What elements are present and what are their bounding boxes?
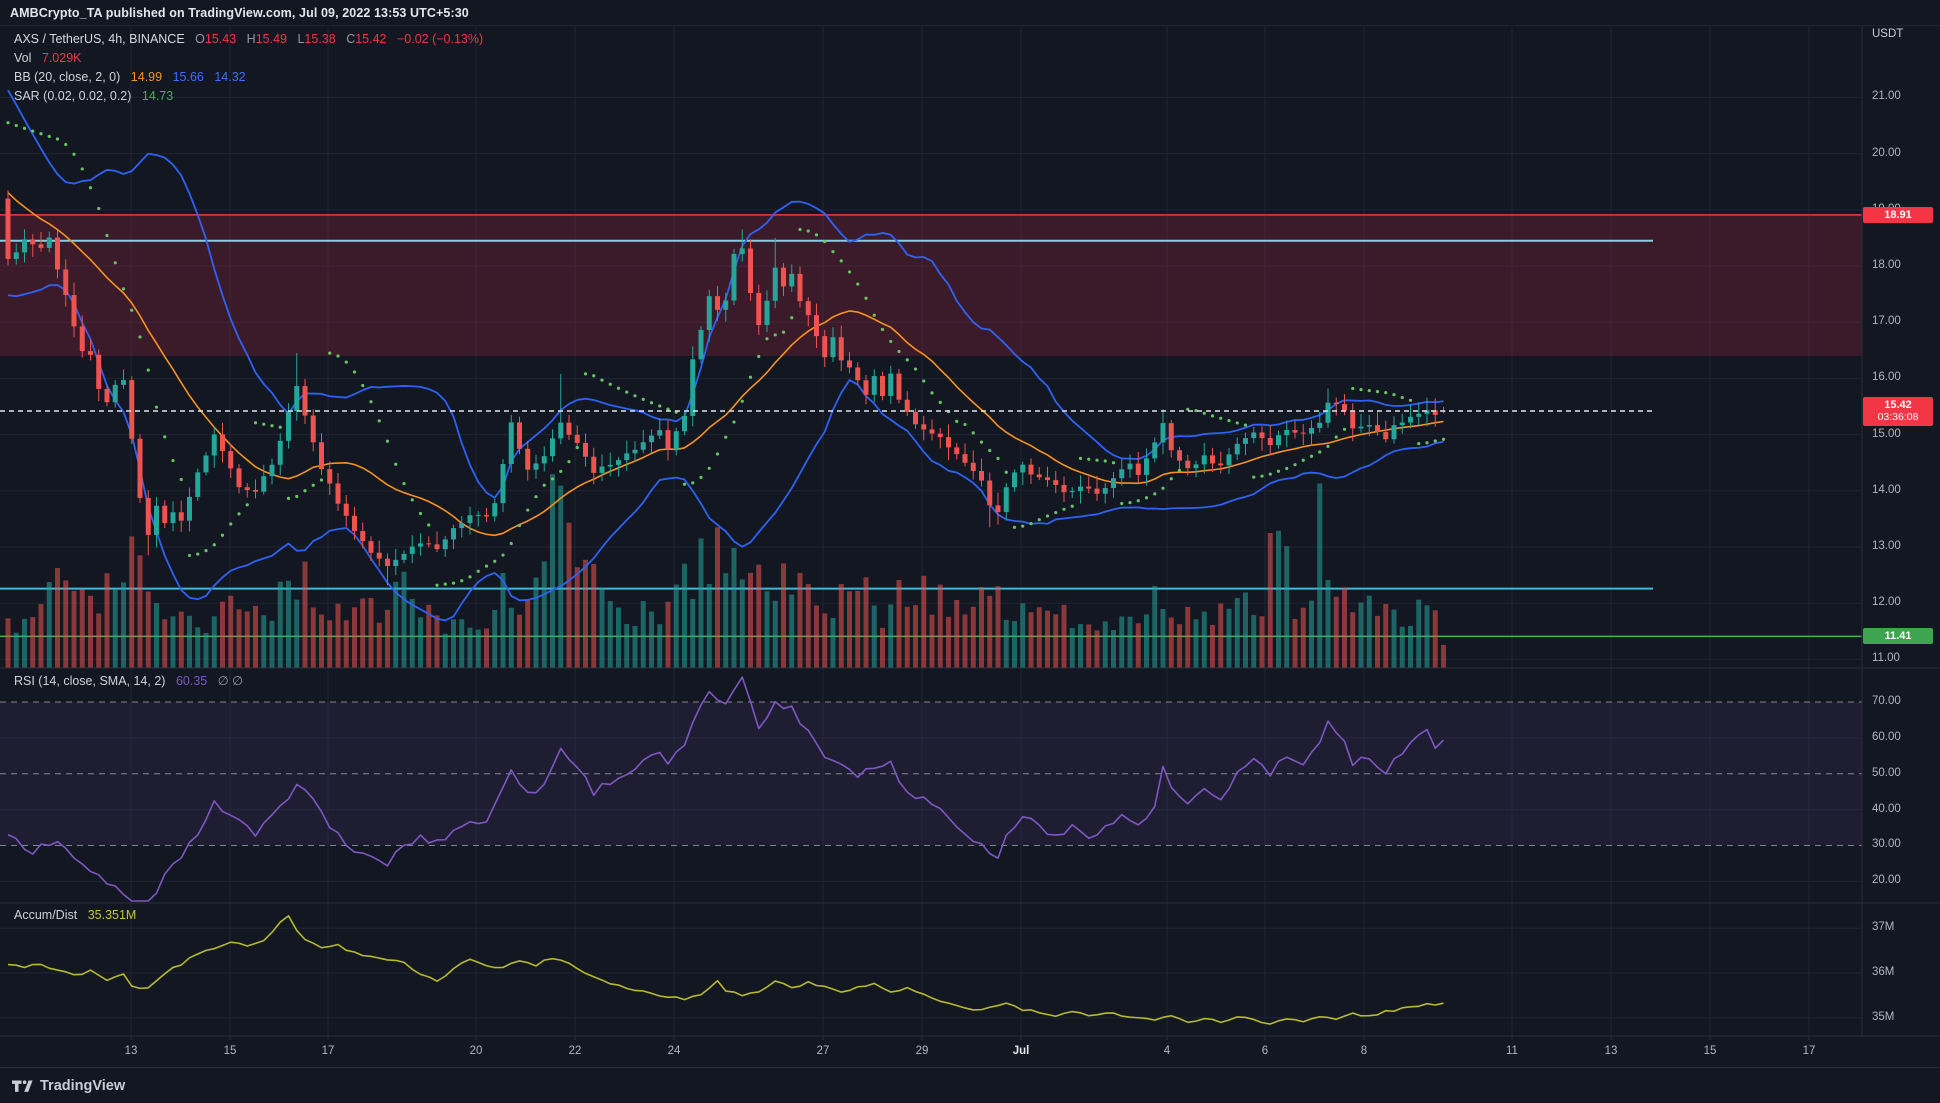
volume-legend-row[interactable]: Vol 7.029K [14,49,483,68]
rsi-axis-label: 50.00 [1872,766,1901,779]
bb-upper-value: 15.66 [172,70,204,84]
price-axis-label: 16.00 [1872,371,1901,384]
price-axis-label: 12.00 [1872,596,1901,609]
bb-lower-line [7,284,1444,622]
ad-axis-label: 35M [1872,1010,1895,1023]
high-label: H [246,32,256,46]
price-axis-label: 17.00 [1872,315,1901,328]
tradingview-brand-link[interactable]: TradingView [12,1078,125,1095]
accum-dist-label: Accum/Dist [14,908,78,922]
ad-axis-label: 37M [1872,921,1895,934]
time-axis-label: 6 [1261,1045,1269,1057]
price-axis-label: 14.00 [1872,483,1901,496]
legend-main: AXS / TetherUS, 4h, BINANCE O15.43 H15.4… [14,30,483,106]
time-axis-label: 13 [1604,1045,1618,1057]
legend-accum-dist[interactable]: Accum/Dist 35.351M [14,906,136,925]
bb-legend-row[interactable]: BB (20, close, 2, 0) 14.99 15.66 14.32 [14,68,483,87]
candlestick-series [5,190,1446,586]
time-axis-label: 13 [124,1045,138,1057]
time-axis-label: 11 [1506,1045,1518,1057]
time-axis-label: 27 [816,1045,830,1057]
price-axis-label: 18.00 [1872,259,1901,271]
tradingview-brand-text: TradingView [40,1078,126,1094]
gridlines [0,25,1862,1036]
accum-dist-line [7,915,1444,1025]
time-axis-label: Jul [1012,1045,1030,1057]
time-axis-label: 29 [915,1045,929,1057]
low-label: L [297,32,305,46]
candle-countdown: 03:36:08 [1877,410,1919,423]
attribution-bar: AMBCrypto_TA published on TradingView.co… [0,0,1940,26]
open-value: 15.43 [204,32,237,46]
open-label: O [195,32,205,46]
symbol-legend-row[interactable]: AXS / TetherUS, 4h, BINANCE O15.43 H15.4… [14,30,483,49]
bb-label: BB (20, close, 2, 0) [14,70,121,84]
close-value: 15.42 [355,32,387,46]
sar-dots [6,121,1446,587]
time-axis-label: 4 [1163,1045,1171,1057]
tradingview-logo-icon [12,1079,33,1092]
high-value: 15.49 [255,32,287,46]
close-label: C [346,32,356,46]
bottom-bar: TradingView [0,1067,1940,1103]
rsi-axis-label: 20.00 [1872,874,1901,887]
accum-dist-value: 35.351M [87,908,137,922]
time-axis-label: 24 [667,1045,681,1057]
rsi-axis-label: 70.00 [1872,695,1901,707]
time-axis-label: 20 [469,1045,483,1057]
pane-separators [0,25,1940,1040]
sar-label: SAR (0.02, 0.02, 0.2) [14,89,132,103]
ad-axis-label: 36M [1872,966,1895,978]
time-axis-label: 15 [223,1045,237,1057]
rsi-axis-label: 60.00 [1872,730,1901,743]
bb-lower-value: 14.32 [214,70,246,84]
legend-rsi[interactable]: RSI (14, close, SMA, 14, 2) 60.35 ∅ ∅ [14,672,243,691]
rsi-empty-values: ∅ ∅ [217,674,243,688]
time-axis-label: 17 [1802,1045,1816,1057]
price-axis-label: 13.00 [1872,540,1901,552]
last-price-badge: 15.42 03:36:08 [1863,396,1933,426]
change-value: −0.02 (−0.13%) [396,32,484,46]
price-axis-label: 15.00 [1872,427,1901,440]
resistance-zone [0,214,1862,356]
time-axis-label: 15 [1703,1045,1717,1057]
axis-currency-label: USDT [1872,28,1904,40]
price-axis-label: 11.00 [1872,652,1900,665]
rsi-line [7,676,1445,902]
price-axis-label: 21.00 [1872,90,1901,103]
bb-basis-value: 14.99 [130,70,163,84]
sar-value: 14.73 [141,89,174,103]
volume-series [5,474,1446,668]
symbol-title: AXS / TetherUS, 4h, BINANCE [14,32,185,46]
volume-label: Vol [14,51,32,65]
rsi-axis-label: 30.00 [1872,838,1901,851]
resistance-price-badge: 18.91 [1863,206,1933,223]
attribution-text: AMBCrypto_TA published on TradingView.co… [10,5,469,20]
rsi-axis-label: 40.00 [1872,802,1901,815]
time-axis-label: 8 [1360,1045,1368,1057]
rsi-value: 60.35 [175,674,208,688]
price-axis-label: 20.00 [1872,146,1901,159]
low-value: 15.38 [304,32,336,46]
time-axis-label: 22 [568,1045,582,1057]
support-price-badge: 11.41 [1863,628,1933,645]
time-axis-label: 17 [321,1045,335,1057]
rsi-label: RSI (14, close, SMA, 14, 2) [14,674,166,688]
volume-value: 7.029K [41,51,82,65]
sar-legend-row[interactable]: SAR (0.02, 0.02, 0.2) 14.73 [14,87,483,106]
